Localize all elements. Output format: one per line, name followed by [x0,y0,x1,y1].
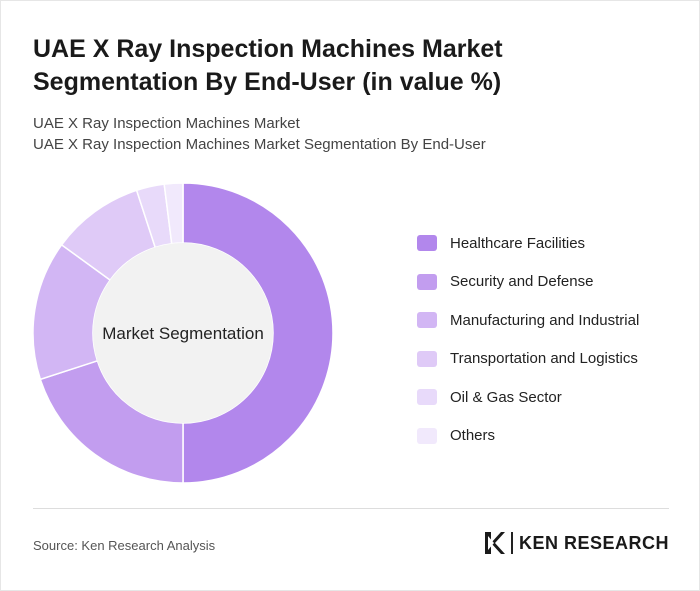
brand-separator [510,532,513,554]
legend-swatch [417,350,437,367]
legend-item: Oil & Gas Sector [417,378,687,417]
footer-divider [33,508,669,509]
legend-swatch [417,312,437,329]
chart-subtitle-market: UAE X Ray Inspection Machines Market [33,115,300,132]
donut-center [93,243,273,423]
legend-swatch [417,273,437,290]
legend-swatch [417,235,437,252]
legend-item: Others [417,417,687,456]
source-note: Source: Ken Research Analysis [33,538,216,553]
legend-label: Manufacturing and Industrial [450,311,640,329]
legend-item: Healthcare Facilities [417,224,687,263]
brand-name: KEN RESEARCH [518,532,669,553]
chart-subtitle-segmentation: UAE X Ray Inspection Machines Market Seg… [33,136,486,153]
legend-label: Security and Defense [450,273,594,291]
donut-chart: Market Segmentation [32,182,334,484]
legend-item: Transportation and Logistics [417,340,687,379]
chart-title: UAE X Ray Inspection Machines Market Seg… [33,35,503,96]
legend-label: Transportation and Logistics [450,350,638,368]
legend-swatch [417,427,437,444]
legend-swatch [417,389,437,406]
legend-item: Manufacturing and Industrial [417,301,687,340]
ken-research-logo-icon [484,532,505,554]
brand-logo: KEN RESEARCH [483,530,669,556]
legend-label: Oil & Gas Sector [450,388,562,406]
chart-legend: Healthcare Facilities Security and Defens… [417,224,687,455]
donut-center-label: Market Segmentation [102,324,264,343]
legend-label: Others [450,427,496,445]
legend-label: Healthcare Facilities [450,234,586,252]
legend-item: Security and Defense [417,263,687,302]
